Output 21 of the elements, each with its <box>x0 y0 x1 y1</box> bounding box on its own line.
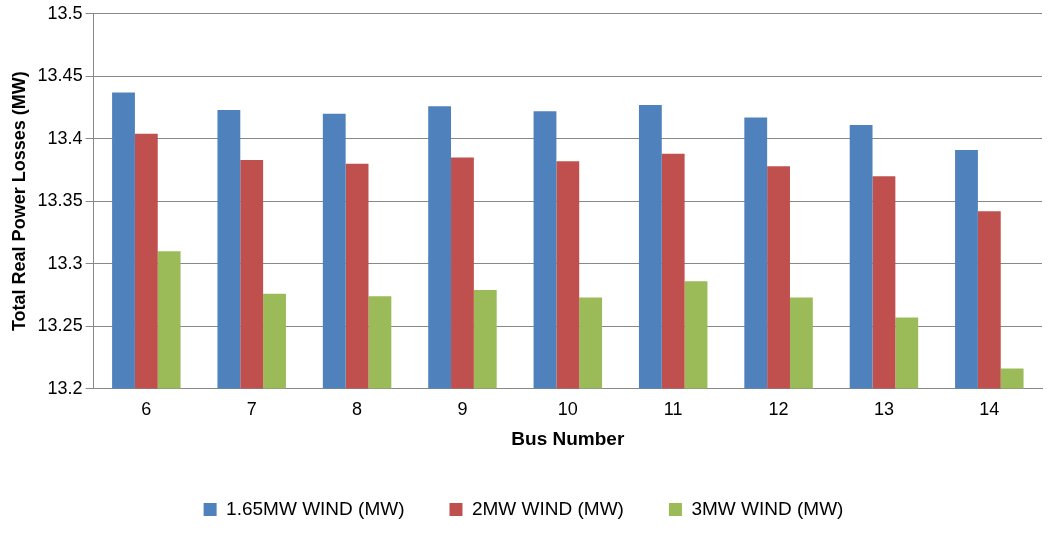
x-tick-label: 6 <box>141 399 152 420</box>
y-tick-label: 13.3 <box>47 252 83 273</box>
x-axis-title: Bus Number <box>511 427 625 449</box>
x-tick-label: 9 <box>457 399 468 420</box>
x-tick-label: 11 <box>663 399 683 420</box>
x-tick-label: 12 <box>768 399 789 420</box>
x-tick-label: 10 <box>557 399 578 420</box>
x-tick-label: 7 <box>246 399 257 420</box>
y-tick-label: 13.25 <box>37 315 83 336</box>
y-tick-label: 13.4 <box>47 127 83 148</box>
legend-label: 2MW WIND (MW) <box>471 497 624 519</box>
y-tick-label: 13.45 <box>37 65 83 86</box>
legend-label: 3MW WIND (MW) <box>691 497 844 519</box>
x-tick-label: 8 <box>352 399 363 420</box>
y-tick-label: 13.5 <box>47 2 83 23</box>
x-tick-label: 14 <box>979 399 1000 420</box>
y-tick-label: 13.2 <box>47 377 83 398</box>
y-axis-title: Total Real Power Losses (MW) <box>8 71 29 332</box>
x-tick-label: 13 <box>873 399 894 420</box>
y-tick-label: 13.35 <box>37 190 83 211</box>
legend-label: 1.65MW WIND (MW) <box>226 497 405 519</box>
